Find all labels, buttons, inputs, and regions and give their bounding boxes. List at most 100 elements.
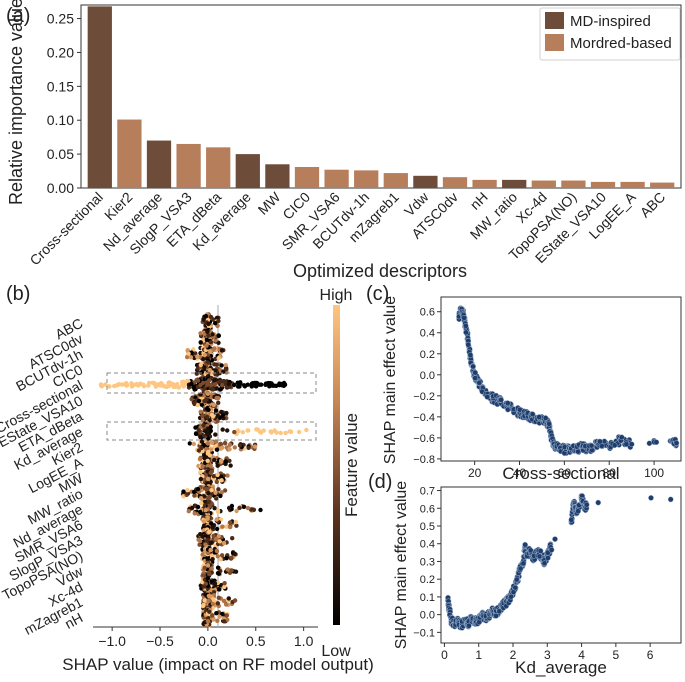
shap-point: [205, 476, 211, 482]
shap-point: [210, 601, 215, 606]
shap-point: [218, 493, 223, 499]
shap-point: [216, 333, 221, 338]
shap-point: [230, 536, 235, 541]
x-axis-label-a: Optimized descriptors: [293, 261, 467, 281]
shap-point: [205, 516, 210, 521]
y-tick-label-d: 0.6: [420, 503, 435, 515]
shap-point: [195, 378, 201, 383]
shap-point: [227, 520, 233, 525]
data-point-c: [467, 352, 474, 358]
shap-point: [209, 382, 214, 388]
shap-point: [205, 537, 211, 543]
shap-point: [210, 525, 215, 530]
shap-point: [200, 413, 205, 419]
shap-point: [232, 598, 238, 603]
shap-point: [202, 598, 207, 603]
shap-point: [195, 402, 200, 408]
x-tick-label-d: 6: [647, 648, 654, 662]
x-tick-label-a: nH: [467, 189, 491, 213]
shap-point: [229, 568, 234, 573]
shap-point: [234, 523, 239, 528]
shap-point: [213, 408, 219, 413]
shap-point: [246, 445, 251, 450]
shap-point: [182, 382, 187, 387]
data-point-c: [465, 341, 472, 348]
shap-point: [116, 382, 121, 387]
bar-cross-sectional: [87, 6, 112, 188]
shap-point: [218, 474, 224, 479]
x-tick-label-d: 3: [544, 648, 551, 662]
bar-nd-average: [146, 140, 172, 188]
data-point-c: [470, 363, 476, 370]
shap-point: [234, 508, 239, 514]
shap-point: [225, 473, 230, 478]
shap-point: [224, 556, 229, 561]
shap-point: [185, 488, 190, 493]
x-tick-label-a: Cross-sectional: [26, 189, 106, 269]
y-tick-label-d: 0.1: [420, 592, 435, 604]
bar-eta-dbeta: [206, 147, 231, 188]
shap-point: [226, 381, 231, 387]
x-tick-label-d: 4: [578, 648, 585, 662]
bar-cic0: [294, 166, 320, 188]
shap-point: [201, 584, 207, 589]
panel-label-c: (c): [366, 283, 389, 305]
shap-point: [219, 348, 225, 353]
y-ticks-d: −0.1 0.0 0.1 0.2 0.3 0.4 0.5 0.6 0.7: [413, 486, 441, 639]
highlight-box-kd-average: [106, 421, 317, 441]
shap-point: [202, 398, 207, 404]
shap-point: [216, 487, 221, 492]
shap-point: [274, 430, 279, 435]
data-point-c: [611, 442, 618, 449]
shap-point: [199, 402, 204, 407]
shap-point: [217, 539, 222, 544]
shap-point: [211, 402, 216, 408]
bar-mw: [265, 164, 290, 188]
data-point-c: [628, 441, 635, 448]
y-tick-label-d: 0.2: [420, 574, 435, 586]
shap-point: [266, 380, 271, 386]
swarm-row-cross-sectional: [98, 374, 288, 396]
x-tick-label-a: MW: [255, 188, 284, 217]
y-tick-label-a: 0.05: [47, 146, 74, 162]
y-tick-label-a: 0.20: [47, 44, 74, 60]
y-tick-label-a: 0.15: [47, 78, 74, 94]
y-tick-label-d: 0.5: [420, 521, 435, 533]
shap-point: [203, 314, 209, 319]
y-ticks-c: −0.8 −0.6 −0.4 −0.2 0.0 0.2 0.4 0.6: [413, 307, 441, 466]
data-point-d: [517, 565, 524, 572]
shap-point: [208, 349, 213, 354]
panel-label-b: (b): [6, 283, 30, 305]
shap-point: [213, 368, 218, 373]
bar-mw-ratio: [502, 179, 527, 188]
axes-frame-d: [440, 486, 682, 644]
shap-point: [198, 434, 203, 440]
shap-point: [208, 547, 213, 553]
data-point-d: [667, 496, 674, 503]
y-tick-label-d: 0.3: [420, 556, 435, 568]
shap-point: [215, 565, 221, 570]
shap-point: [215, 554, 220, 559]
x-tick-label-a: ABC: [637, 189, 669, 221]
shap-point: [206, 378, 212, 383]
data-point-d: [520, 560, 527, 567]
x-tick-label-c: 100: [644, 466, 664, 480]
shap-point: [215, 509, 221, 514]
shap-point: [216, 595, 221, 600]
data-point-c: [461, 315, 467, 321]
shap-point: [210, 613, 215, 618]
shap-point: [235, 380, 240, 385]
data-point-d: [545, 555, 551, 561]
shap-point: [216, 356, 221, 361]
legend-swatch-md: [545, 12, 564, 29]
shap-point: [223, 363, 228, 368]
shap-point: [202, 365, 207, 370]
data-point-d: [496, 608, 503, 615]
bar-abc: [650, 182, 675, 188]
highlight-box-cross-sectional: [106, 372, 317, 394]
shap-point: [224, 613, 229, 618]
shap-point: [222, 581, 227, 586]
data-point-c: [472, 369, 479, 376]
scatter-c: 20 40 60 80 100 −0.8 −0.6 −0.4 −0.2 0.0 0.2 0.4 0.6…: [382, 296, 682, 483]
shap-point: [211, 474, 217, 479]
